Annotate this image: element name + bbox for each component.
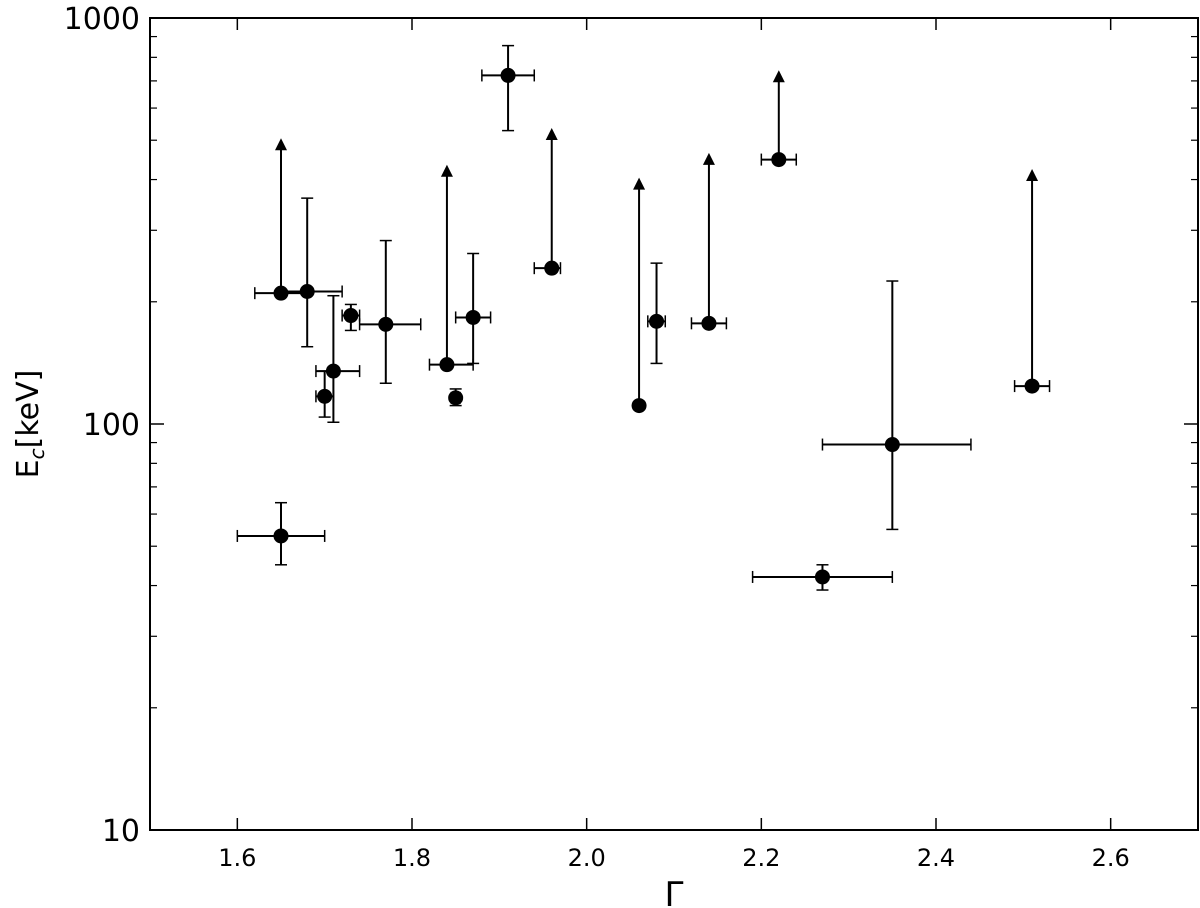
data-point bbox=[378, 316, 394, 332]
lower-limit-arrow bbox=[1026, 168, 1039, 181]
data-point bbox=[273, 528, 289, 544]
y-axis-label-subscript: c bbox=[25, 448, 49, 459]
data-point bbox=[884, 437, 900, 453]
tick-labels: 1.6 1.8 2.0 2.2 2.4 2.6 10 100 1000 bbox=[64, 2, 1130, 872]
data-point bbox=[544, 260, 560, 276]
y-axis-label-main: E bbox=[11, 459, 46, 478]
plot-frame bbox=[149, 17, 1199, 831]
lower-limit-arrow bbox=[275, 138, 287, 151]
data-point bbox=[814, 569, 830, 585]
data-point bbox=[317, 388, 333, 404]
data-point bbox=[701, 315, 717, 331]
x-tick-label: 2.6 bbox=[1092, 844, 1130, 872]
y-tick-label: 10 bbox=[102, 814, 140, 849]
data-point bbox=[771, 152, 787, 168]
x-tick-label: 2.4 bbox=[917, 844, 955, 872]
data-point bbox=[439, 357, 455, 373]
data-point bbox=[343, 308, 359, 324]
lower-limit-arrow bbox=[633, 177, 646, 190]
y-axis-label: Ec[keV] bbox=[11, 370, 49, 479]
data-point bbox=[273, 285, 289, 301]
lower-limit-arrow bbox=[702, 152, 715, 165]
x-axis-label: Γ bbox=[665, 875, 684, 908]
x-tick-label: 2.2 bbox=[742, 844, 780, 872]
x-tick-label: 1.6 bbox=[218, 844, 256, 872]
data-markers bbox=[273, 67, 1040, 585]
y-axis-label-units: [keV] bbox=[11, 370, 46, 449]
data-point bbox=[325, 363, 341, 379]
data-point bbox=[631, 398, 647, 414]
y-tick-label: 100 bbox=[83, 408, 140, 443]
y-tick-label: 1000 bbox=[64, 2, 140, 37]
data-point bbox=[465, 309, 481, 325]
data-point bbox=[299, 284, 315, 300]
x-tick-label: 2.0 bbox=[568, 844, 606, 872]
lower-limit-arrow bbox=[772, 70, 785, 83]
minor-ticks bbox=[150, 35, 1198, 709]
data-point bbox=[649, 313, 665, 329]
data-point bbox=[500, 67, 516, 83]
data-point bbox=[448, 390, 464, 406]
lower-limit-arrow bbox=[545, 127, 558, 140]
data-point bbox=[1024, 378, 1040, 394]
lower-limit-arrow bbox=[440, 164, 453, 177]
x-tick-label: 1.8 bbox=[393, 844, 431, 872]
